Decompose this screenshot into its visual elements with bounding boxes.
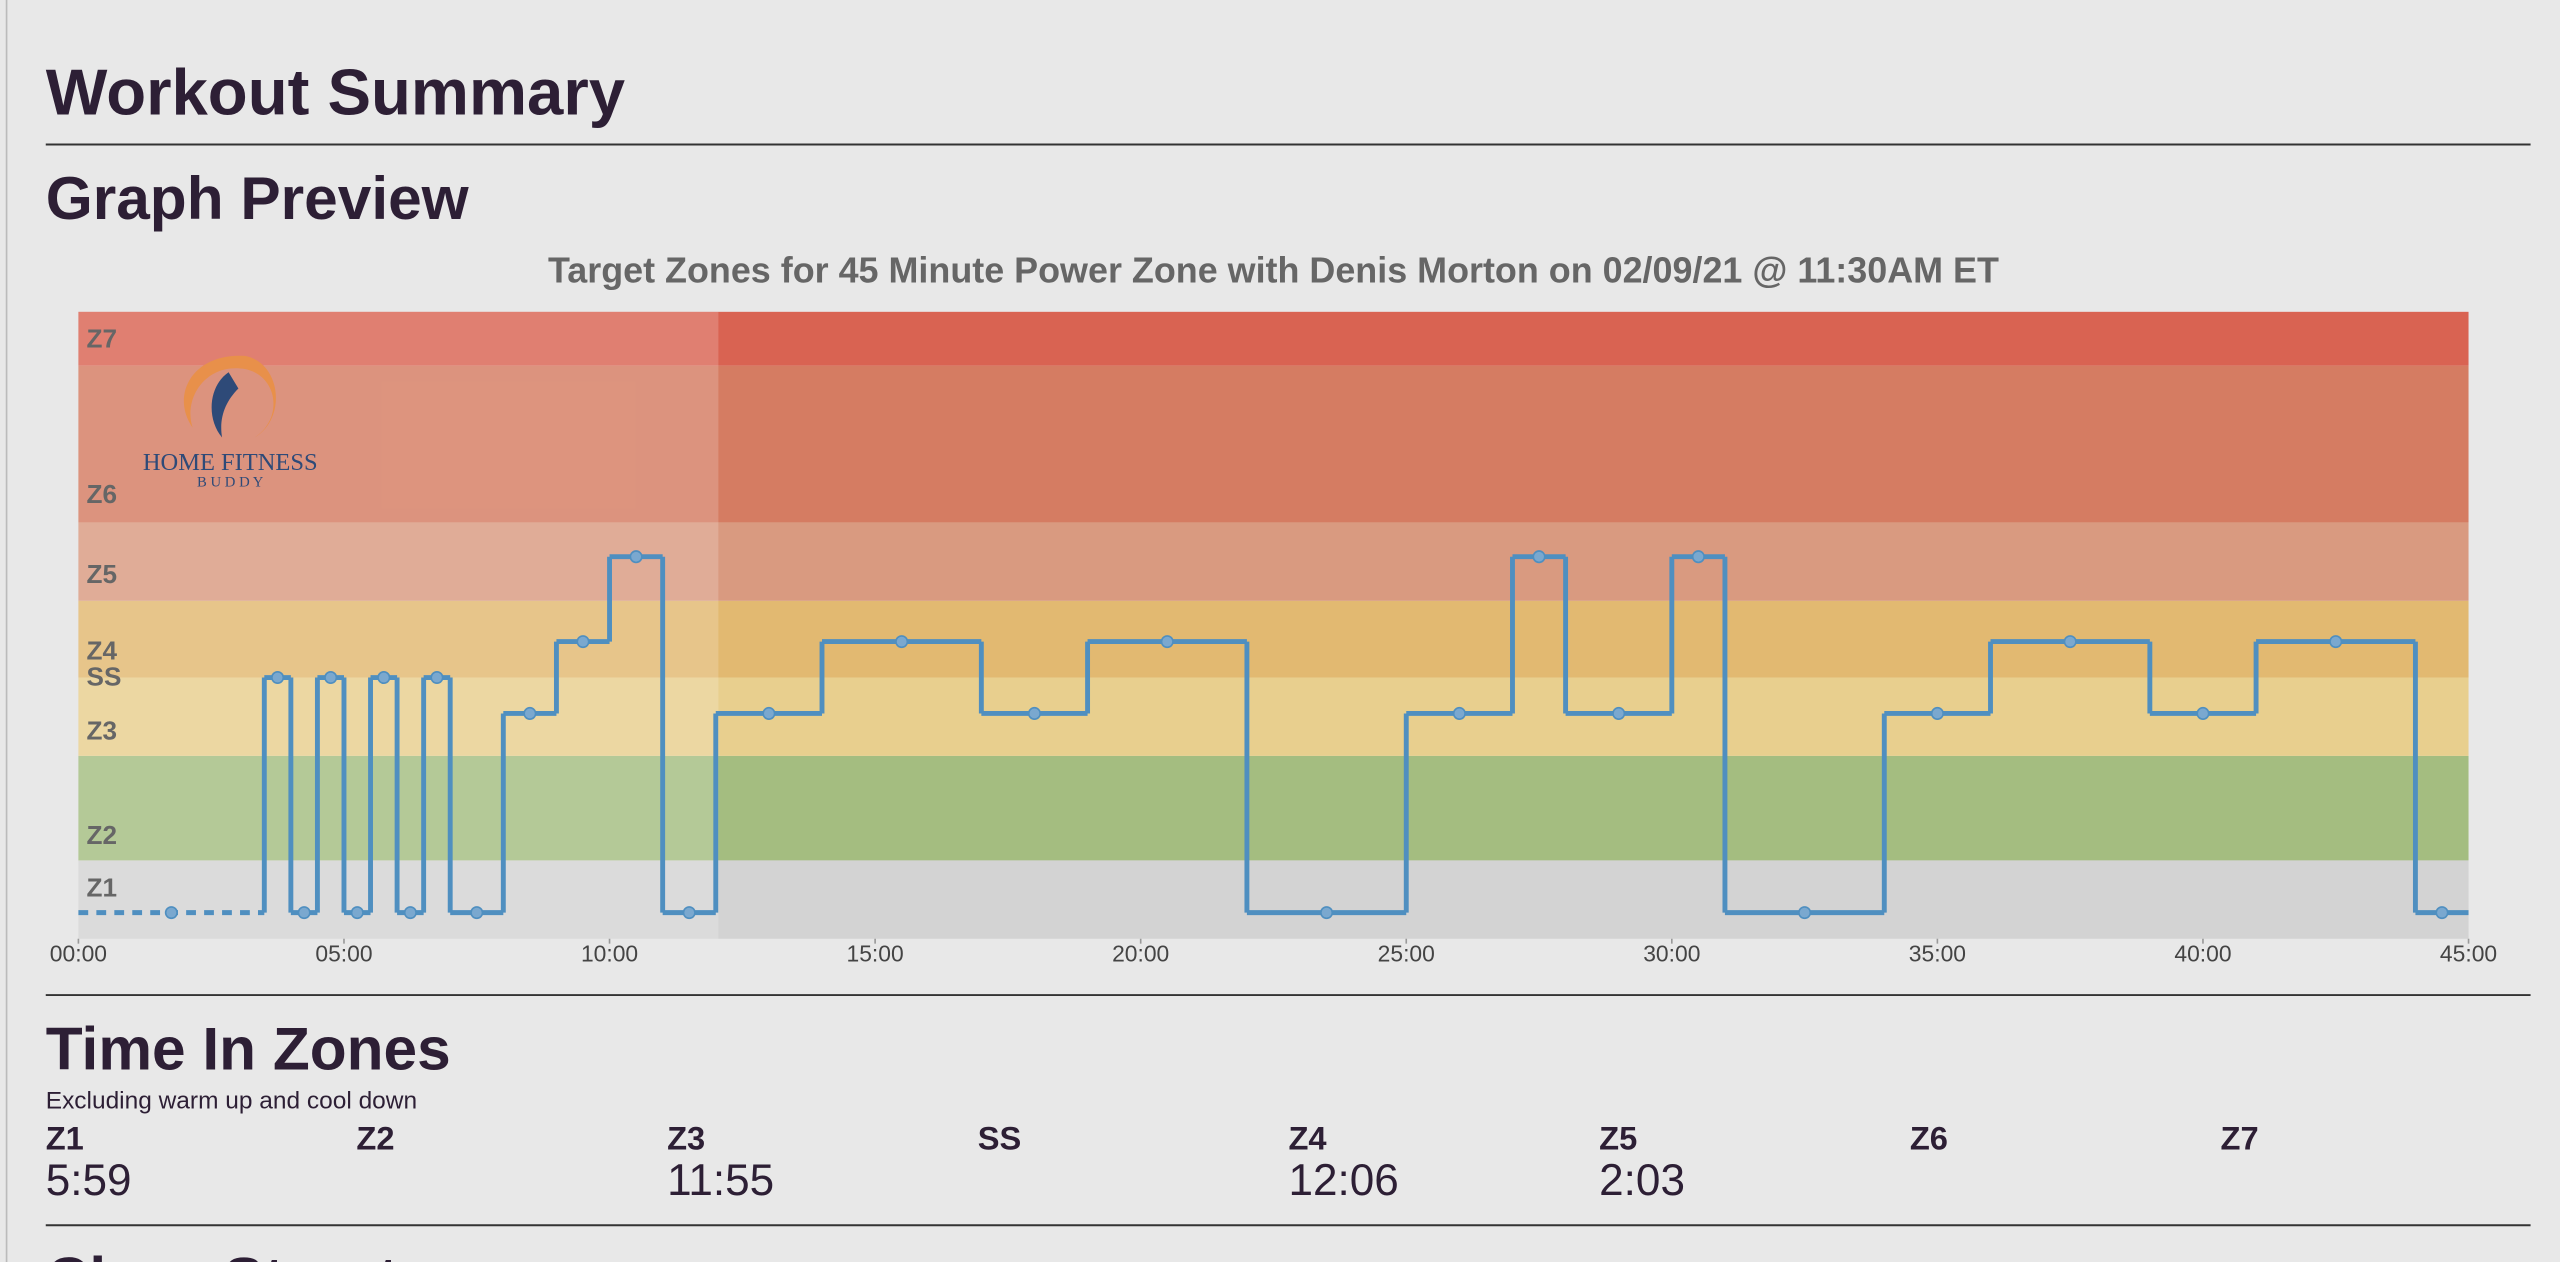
step-point bbox=[1612, 706, 1626, 720]
step-point bbox=[629, 550, 643, 564]
zone-time: 12:06 bbox=[1288, 1156, 1398, 1205]
step-point bbox=[377, 670, 391, 685]
zone-label: Z2 bbox=[87, 820, 117, 850]
logo-figure bbox=[211, 372, 239, 438]
step-point bbox=[2196, 706, 2210, 720]
step-point bbox=[297, 906, 311, 920]
logo-swirl bbox=[183, 355, 276, 438]
zone-heading: SS bbox=[978, 1119, 1022, 1156]
step-point bbox=[1930, 706, 1944, 720]
step-point bbox=[403, 906, 417, 920]
step-point bbox=[1452, 706, 1466, 720]
step-point bbox=[350, 906, 364, 920]
x-tick-label: 00:00 bbox=[50, 941, 107, 967]
x-tick-label: 30:00 bbox=[1643, 941, 1700, 967]
x-tick-label: 10:00 bbox=[581, 941, 638, 967]
step-point bbox=[895, 635, 909, 649]
step-point bbox=[762, 706, 776, 720]
zone-label: Z7 bbox=[87, 324, 117, 354]
zone-heading: Z1 bbox=[46, 1119, 84, 1156]
step-point bbox=[1320, 906, 1334, 920]
x-tick-label: 25:00 bbox=[1378, 941, 1435, 967]
zone-time: 5:59 bbox=[46, 1156, 132, 1205]
step-point bbox=[523, 706, 537, 720]
zone-band bbox=[78, 755, 2469, 861]
zone-band bbox=[78, 860, 2469, 939]
page-title: Workout Summary bbox=[46, 55, 625, 128]
zone-heading: Z6 bbox=[1910, 1119, 1948, 1156]
zone-heading: Z7 bbox=[2221, 1119, 2259, 1156]
zone-heading: Z3 bbox=[667, 1119, 705, 1156]
zone-label: Z4 bbox=[87, 636, 118, 666]
step-point bbox=[271, 670, 285, 685]
step-point bbox=[1532, 550, 1546, 564]
zone-band bbox=[78, 311, 2469, 366]
section-title: Class Structure bbox=[46, 1245, 492, 1262]
step-point bbox=[2063, 635, 2077, 649]
chart-title: Target Zones for 45 Minute Power Zone wi… bbox=[548, 249, 1999, 290]
zone-band bbox=[78, 522, 2469, 601]
step-point bbox=[1160, 635, 1174, 649]
step-point bbox=[164, 906, 178, 920]
zone-label: Z3 bbox=[87, 716, 117, 746]
section-title: Time In Zones bbox=[46, 1014, 451, 1082]
zone-heading: Z2 bbox=[356, 1119, 394, 1156]
x-tick-label: 05:00 bbox=[315, 941, 372, 967]
step-point bbox=[324, 670, 338, 685]
zone-label: Z5 bbox=[87, 559, 117, 589]
zone-band bbox=[78, 365, 2469, 523]
logo-text: B U D D Y bbox=[197, 475, 264, 491]
x-tick-label: 45:00 bbox=[2440, 941, 2497, 967]
step-point bbox=[1798, 906, 1812, 920]
section-subtitle: Excluding warm up and cool down bbox=[46, 1088, 417, 1115]
zone-label: Z6 bbox=[87, 479, 117, 509]
step-point bbox=[1691, 550, 1705, 564]
zone-heading: Z5 bbox=[1599, 1119, 1637, 1156]
zone-band bbox=[78, 677, 2469, 756]
x-tick-label: 15:00 bbox=[847, 941, 904, 967]
x-tick-label: 40:00 bbox=[2174, 941, 2231, 967]
step-point bbox=[2435, 906, 2449, 920]
zone-time: 2:03 bbox=[1599, 1156, 1685, 1205]
zone-label: SS bbox=[87, 662, 122, 692]
step-point bbox=[470, 906, 484, 920]
zone-time: 11:55 bbox=[667, 1156, 774, 1205]
section-title: Graph Preview bbox=[46, 164, 470, 232]
step-point bbox=[576, 635, 590, 649]
step-point bbox=[1027, 706, 1041, 720]
step-point bbox=[682, 906, 696, 920]
zone-label: Z1 bbox=[87, 872, 117, 902]
x-tick-label: 20:00 bbox=[1112, 941, 1169, 967]
step-point bbox=[430, 670, 444, 685]
logo-text: HOME FITNESS bbox=[143, 449, 318, 476]
zone-heading: Z4 bbox=[1288, 1119, 1326, 1156]
step-point bbox=[2329, 635, 2343, 649]
x-tick-label: 35:00 bbox=[1909, 941, 1966, 967]
